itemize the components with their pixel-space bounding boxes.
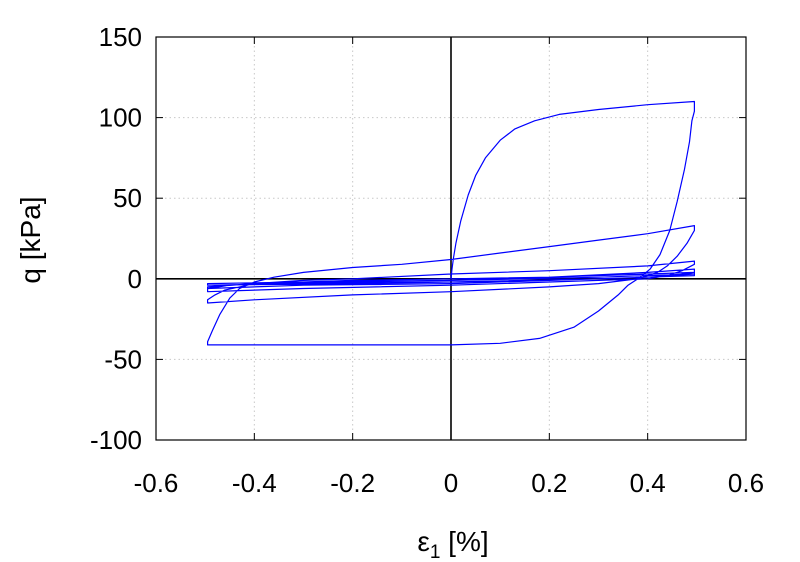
x-axis-label-rest: [%] xyxy=(440,526,488,557)
x-axis-label-main: ε xyxy=(417,526,429,557)
y-tick-label-0: -100 xyxy=(90,425,142,455)
zero-axes xyxy=(156,37,746,440)
x-axis-label-subscript: 1 xyxy=(430,542,441,562)
x-tick-label-4: 0.2 xyxy=(531,468,567,498)
x-tick-label-5: 0.4 xyxy=(630,468,666,498)
x-tick-label-1: -0.4 xyxy=(232,468,277,498)
x-tick-label-3: 0 xyxy=(444,468,458,498)
x-tick-label-0: -0.6 xyxy=(134,468,179,498)
y-tick-label-5: 150 xyxy=(99,22,142,52)
y-tick-labels: -100 -50 0 50 100 150 xyxy=(90,22,142,455)
tick-marks xyxy=(155,36,747,441)
x-tick-label-6: 0.6 xyxy=(728,468,764,498)
y-axis-label: q [kPa] xyxy=(15,196,46,283)
x-axis-label: ε1 [%] xyxy=(417,526,488,562)
x-tick-labels: -0.6 -0.4 -0.2 0 0.2 0.4 0.6 xyxy=(134,468,764,498)
y-tick-label-2: 0 xyxy=(128,264,142,294)
series-line-0 xyxy=(207,100,696,346)
y-tick-label-3: 50 xyxy=(113,183,142,213)
x-tick-label-2: -0.2 xyxy=(330,468,375,498)
y-tick-label-1: -50 xyxy=(104,344,142,374)
series-group xyxy=(207,100,696,346)
grid xyxy=(156,37,746,440)
y-tick-label-4: 100 xyxy=(99,103,142,133)
